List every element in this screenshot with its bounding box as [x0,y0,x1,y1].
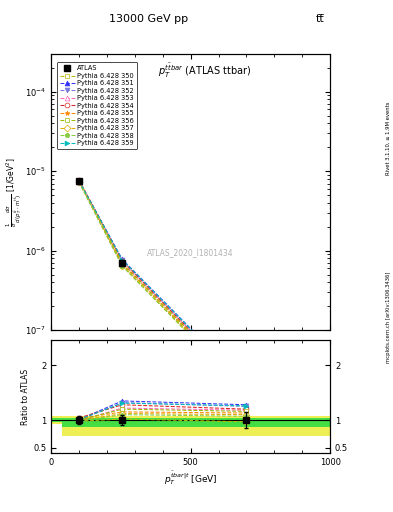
Bar [51,418,62,422]
Text: Rivet 3.1.10, ≥ 1.9M events: Rivet 3.1.10, ≥ 1.9M events [386,101,391,175]
Text: 13000 GeV pp: 13000 GeV pp [109,14,188,25]
Bar [99,416,146,436]
Bar [99,418,146,426]
Legend: ATLAS, Pythia 6.428 350, Pythia 6.428 351, Pythia 6.428 352, Pythia 6.428 353, P: ATLAS, Pythia 6.428 350, Pythia 6.428 35… [57,62,138,150]
Text: $p_T^{t\bar{t}bar}$ (ATLAS ttbar): $p_T^{t\bar{t}bar}$ (ATLAS ttbar) [158,62,251,80]
X-axis label: $p^{\bar{t}bar|t}_T$ [GeV]: $p^{\bar{t}bar|t}_T$ [GeV] [164,470,217,487]
Y-axis label: Ratio to ATLAS: Ratio to ATLAS [21,369,30,425]
Text: tt̅: tt̅ [316,14,325,25]
Bar [146,416,330,436]
Text: ATLAS_2020_I1801434: ATLAS_2020_I1801434 [147,248,234,258]
Bar [62,418,99,426]
Y-axis label: $\frac{1}{\sigma}\frac{d\sigma}{d\,(p_T^{t\bar{t}}\cdot m^{t\bar{t}})}$ [1/GeV$^: $\frac{1}{\sigma}\frac{d\sigma}{d\,(p_T^… [4,157,24,227]
Bar [146,418,330,426]
Text: mcplots.cern.ch [arXiv:1306.3436]: mcplots.cern.ch [arXiv:1306.3436] [386,272,391,363]
Bar [51,416,62,424]
Bar [62,416,99,436]
